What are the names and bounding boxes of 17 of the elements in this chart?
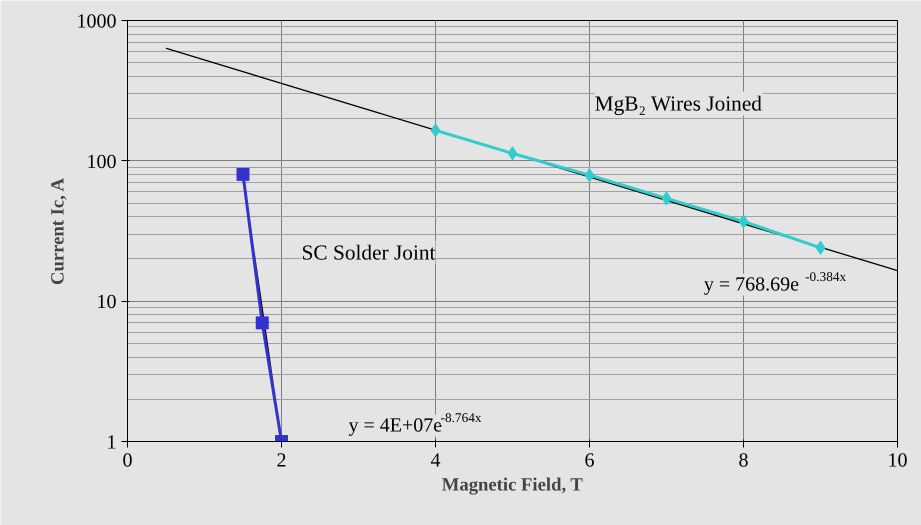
x-tick-label: 6 [584, 450, 594, 472]
annotation: MgB₂ Wires Joined [594, 92, 762, 116]
x-tick-label: 0 [122, 450, 132, 472]
x-tick-label: 2 [276, 450, 286, 472]
x-axis-title: Magnetic Field, T [442, 474, 584, 496]
x-tick-label: 10 [888, 450, 908, 472]
y-tick-label: 100 [86, 150, 116, 173]
y-tick-label: 1000 [76, 10, 116, 32]
annotation: y = 768.69e-0.384x [704, 269, 847, 296]
y-axis-title: Current Ic, A [48, 178, 68, 285]
y-tick-label: 1 [106, 432, 116, 454]
y-tick-label: 10 [96, 291, 116, 314]
x-tick-label: 4 [430, 450, 440, 472]
x-tick-label: 8 [738, 450, 748, 472]
annotation: SC Solder Joint [302, 240, 436, 264]
point [236, 168, 250, 181]
point [256, 316, 269, 330]
